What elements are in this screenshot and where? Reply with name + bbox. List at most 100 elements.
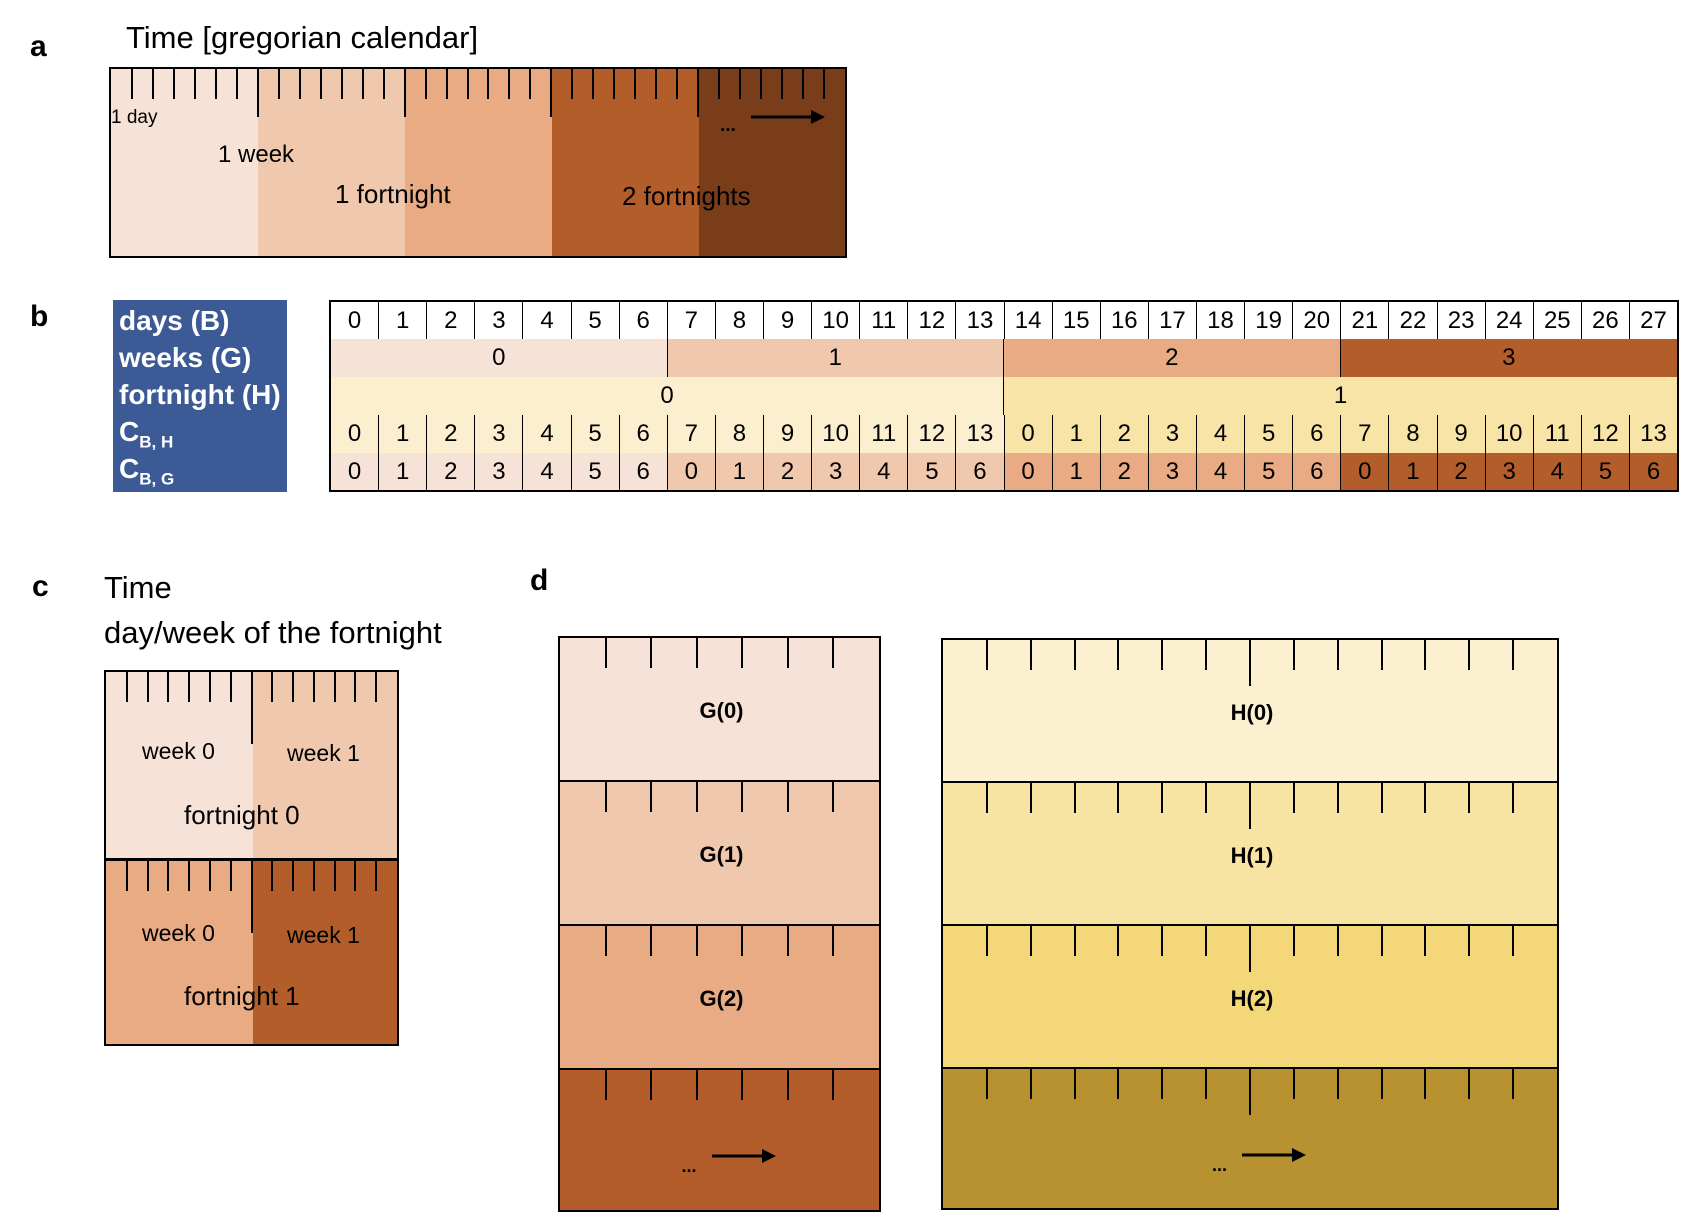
- day-cell: 10: [812, 302, 861, 339]
- tick-mark: [1380, 1069, 1383, 1099]
- tick-mark: [604, 638, 607, 668]
- week-block: ...: [558, 1068, 881, 1212]
- tick-mark: [1424, 640, 1427, 670]
- tick-mark: [1380, 640, 1383, 670]
- c-bg-cell: 2: [427, 453, 476, 490]
- row-days: 0 1 2 3 4 5 6 7 8 9 10 11 12 13 14 15 16 17 18 19 20 21 22 23 24…: [331, 302, 1677, 340]
- tick-mark: [1512, 783, 1515, 813]
- tick-mark: [167, 861, 170, 891]
- f0-week0: [106, 672, 253, 860]
- calendar-table: 0 1 2 3 4 5 6 7 8 9 10 11 12 13 14 15 16 17 18 19 20 21 22 23 24…: [329, 300, 1679, 492]
- tick-mark: [298, 69, 301, 99]
- day-cell: 7: [668, 302, 716, 339]
- c-bh-cell: 11: [1533, 415, 1582, 453]
- f0-week0-label: week 0: [142, 738, 215, 764]
- tick-mark: [1512, 1069, 1515, 1099]
- tick-mark: [250, 861, 253, 933]
- day-cell: 15: [1053, 302, 1101, 339]
- day-cell: 5: [572, 302, 620, 339]
- legend-box: days (B) weeks (G) fortnight (H) CB, H C…: [113, 300, 287, 492]
- c-bg-cell: 3: [812, 453, 861, 490]
- fortnight-ticks: [943, 926, 1557, 986]
- tick-mark: [741, 926, 744, 956]
- tick-mark: [592, 69, 595, 99]
- tick-mark: [832, 926, 835, 956]
- tick-mark: [1073, 1069, 1076, 1099]
- tick-mark: [1117, 783, 1120, 813]
- day-cell: 6: [620, 302, 668, 339]
- c-bh-cell: 13: [956, 415, 1005, 453]
- tick-mark: [229, 861, 232, 891]
- c-bg-cell: 4: [860, 453, 909, 490]
- tick-mark: [445, 69, 448, 99]
- tick-mark: [277, 69, 280, 99]
- tick-mark: [1336, 926, 1339, 956]
- c-bg-cell: 1: [1389, 453, 1438, 490]
- fortnight-label: ...: [1212, 1154, 1228, 1175]
- fortnight-block: H(0): [941, 638, 1559, 783]
- segment-week-0: [111, 69, 258, 256]
- day-cell: 23: [1438, 302, 1486, 339]
- tick-mark: [1073, 783, 1076, 813]
- tick-mark: [650, 926, 653, 956]
- week-label: ...: [681, 1156, 697, 1176]
- tick-mark: [130, 69, 133, 99]
- fortnight-label: H(1): [1230, 842, 1274, 868]
- f0-week1: [253, 672, 397, 860]
- c-bh-cell: 11: [860, 415, 909, 453]
- tick-mark: [1512, 640, 1515, 670]
- tick-mark: [1205, 1069, 1208, 1099]
- f1-week0: [106, 860, 253, 1044]
- tick-mark: [1073, 926, 1076, 956]
- c-bh-cell: 10: [812, 415, 861, 453]
- tick-mark: [403, 69, 406, 117]
- day-cell: 16: [1101, 302, 1149, 339]
- c-bh-cell: 12: [908, 415, 957, 453]
- week-block: G(0): [558, 636, 881, 782]
- fortnights-column: H(0) H(1) H(2)...: [941, 638, 1559, 1210]
- tick-mark: [292, 861, 295, 891]
- tick-mark: [550, 69, 553, 117]
- tick-mark: [1380, 783, 1383, 813]
- tick-mark: [208, 672, 211, 702]
- week-band: 0: [331, 339, 668, 377]
- legend-c-bg: CB, G: [119, 450, 281, 489]
- day-cell: 12: [908, 302, 957, 339]
- fortnight0-label: fortnight 0: [184, 800, 300, 830]
- day-cell: 25: [1534, 302, 1582, 339]
- c-bh-cell: 12: [1581, 415, 1630, 453]
- day-cell: 0: [331, 302, 380, 339]
- tick-mark: [695, 782, 698, 812]
- c-bg-cell: 6: [956, 453, 1005, 490]
- tick-mark: [424, 69, 427, 99]
- f1-week1: [253, 860, 397, 1044]
- tick-mark: [739, 69, 742, 99]
- segment-continuation: [699, 69, 845, 256]
- tick-mark: [188, 672, 191, 702]
- c-bh-cell: 2: [1100, 415, 1149, 453]
- tick-mark: [382, 69, 385, 99]
- legend-c-bh: CB, H: [119, 413, 281, 452]
- tick-mark: [823, 69, 826, 99]
- tick-mark: [695, 926, 698, 956]
- c-bh-cell: 1: [379, 415, 428, 453]
- f1-day-ticks: [106, 861, 397, 936]
- day-cell: 9: [764, 302, 813, 339]
- tick-mark: [256, 69, 259, 117]
- tick-mark: [146, 672, 149, 702]
- tick-mark: [354, 861, 357, 891]
- gregorian-calendar-ruler: 1 day 1 week 1 fortnight 2 fortnights ..…: [109, 67, 847, 258]
- c-bg-cell: 3: [1148, 453, 1197, 490]
- label-1-week: 1 week: [218, 141, 295, 168]
- tick-mark: [985, 783, 988, 813]
- tick-mark: [695, 1070, 698, 1100]
- c-bh-cell: 10: [1485, 415, 1534, 453]
- tick-mark: [655, 69, 658, 99]
- tick-mark: [802, 69, 805, 99]
- tick-mark: [1161, 640, 1164, 670]
- c-bg-cell: 3: [475, 453, 524, 490]
- c-bh-cell: 9: [1437, 415, 1486, 453]
- tick-mark: [1117, 640, 1120, 670]
- day-cell: 19: [1245, 302, 1294, 339]
